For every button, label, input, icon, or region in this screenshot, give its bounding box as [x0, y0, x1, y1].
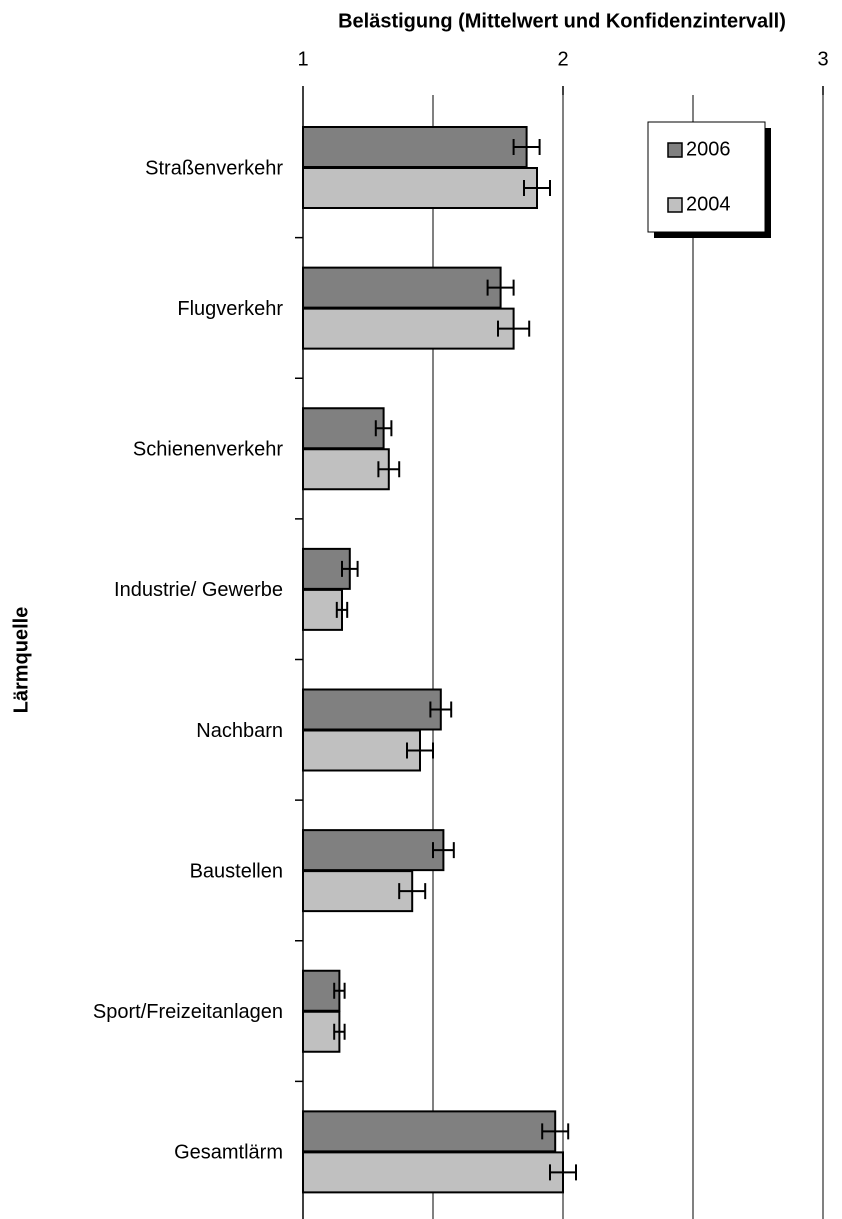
- error-bar: [497, 320, 531, 337]
- error-bar: [432, 842, 455, 859]
- legend: [647, 121, 766, 233]
- y-tick-label: Straßenverkehr: [145, 157, 283, 179]
- legend-label: 2004: [686, 193, 731, 215]
- legend-swatch: [667, 197, 683, 213]
- chart-title: Belästigung (Mittelwert und Konfidenzint…: [338, 10, 786, 32]
- bar: [302, 588, 343, 631]
- legend-label: 2006: [686, 138, 731, 160]
- y-tick-label: Baustellen: [190, 860, 283, 882]
- y-axis-label: Lärmquelle: [10, 607, 32, 714]
- error-bar: [429, 701, 453, 718]
- error-bar: [541, 1123, 570, 1140]
- bar: [302, 167, 538, 209]
- y-tick-label: Sport/Freizeitanlagen: [93, 1001, 283, 1023]
- bar: [302, 870, 414, 913]
- y-tick-label: Nachbarn: [196, 720, 283, 742]
- bar: [302, 1010, 341, 1053]
- legend-swatch: [667, 142, 683, 158]
- bar: [302, 307, 515, 350]
- y-tick-label: Flugverkehr: [177, 298, 283, 320]
- bar: [302, 1151, 564, 1194]
- error-bar: [398, 883, 427, 900]
- bar: [302, 829, 445, 872]
- bar: [302, 407, 385, 450]
- error-bar: [377, 461, 401, 478]
- error-bar: [335, 601, 349, 618]
- error-bar: [512, 139, 541, 155]
- x-tick-label: 1: [297, 48, 308, 70]
- bar: [302, 126, 528, 168]
- x-tick-label: 2: [557, 48, 568, 70]
- bar: [302, 266, 502, 309]
- y-tick-label: Schienenverkehr: [133, 439, 283, 461]
- y-tick-label: Industrie/ Gewerbe: [114, 579, 283, 601]
- bar: [302, 729, 421, 772]
- error-bar: [406, 742, 434, 759]
- error-bar: [549, 1164, 577, 1181]
- error-bar: [333, 1023, 346, 1040]
- error-bar: [333, 982, 346, 999]
- bar: [302, 1110, 557, 1153]
- bar: [302, 688, 442, 731]
- error-bar: [374, 420, 393, 437]
- error-bar: [523, 180, 551, 196]
- y-tick-label: Gesamtlärm: [174, 1142, 283, 1164]
- bar: [302, 448, 390, 491]
- error-bar: [341, 560, 359, 577]
- error-bar: [486, 279, 515, 296]
- x-tick-label: 3: [817, 48, 828, 70]
